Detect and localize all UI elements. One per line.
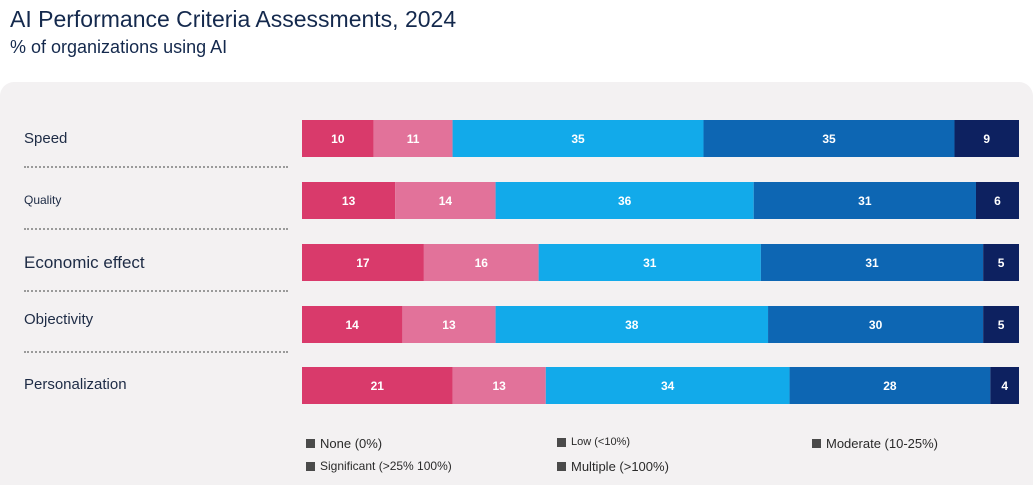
bar-segment-significant xyxy=(789,367,991,404)
row-divider xyxy=(24,351,288,353)
legend-label: Low (<10%) xyxy=(571,436,631,448)
bar-segment-moderate xyxy=(545,367,790,404)
legend-swatch xyxy=(557,462,566,471)
data-label: 31 xyxy=(643,256,657,270)
legend-swatch xyxy=(306,439,315,448)
data-label: 6 xyxy=(994,194,1001,208)
bar-segment-multiple xyxy=(975,182,1019,219)
legend-swatch xyxy=(812,439,821,448)
bar-segment-moderate xyxy=(452,120,704,157)
bar-segment-low xyxy=(395,182,496,219)
bar-segment-significant xyxy=(703,120,955,157)
bar-segment-moderate xyxy=(495,182,754,219)
data-label: 13 xyxy=(492,379,506,393)
bar-segment-low xyxy=(402,306,496,343)
row-divider xyxy=(24,228,288,230)
bar-segment-none xyxy=(302,120,374,157)
data-label: 31 xyxy=(858,194,872,208)
data-label: 36 xyxy=(618,194,632,208)
bar-segment-none xyxy=(302,306,403,343)
legend-swatch xyxy=(306,461,315,471)
data-label: 10 xyxy=(331,132,345,146)
bar-segment-significant xyxy=(753,182,976,219)
category-label-economic-effect: Economic effect xyxy=(24,253,145,272)
row-divider xyxy=(24,166,288,168)
legend-item-none: None (0%) xyxy=(306,436,382,451)
data-label: 11 xyxy=(407,132,420,146)
data-label: 13 xyxy=(442,318,456,332)
data-label: 35 xyxy=(571,132,585,146)
bar-segment-multiple xyxy=(983,244,1019,281)
category-label-personalization: Personalization xyxy=(24,376,127,393)
legend-swatch xyxy=(557,437,566,447)
data-label: 9 xyxy=(983,132,990,146)
bar-segment-none xyxy=(302,244,424,281)
bar-segment-low xyxy=(423,244,539,281)
data-label: 13 xyxy=(342,194,356,208)
bar-segment-moderate xyxy=(538,244,761,281)
data-label: 5 xyxy=(998,256,1005,270)
data-label: 28 xyxy=(883,379,897,393)
data-label: 14 xyxy=(439,194,453,208)
data-label: 35 xyxy=(822,132,836,146)
legend-item-moderate: Moderate (10-25%) xyxy=(812,436,938,451)
bar-segment-none xyxy=(302,182,396,219)
data-label: 14 xyxy=(346,318,360,332)
legend-label: Multiple (>100%) xyxy=(571,459,669,474)
data-label: 31 xyxy=(865,256,879,270)
bar-segment-low xyxy=(373,120,453,157)
legend-label: Moderate (10-25%) xyxy=(826,436,938,451)
legend-label: None (0%) xyxy=(320,436,383,451)
bar-segment-significant xyxy=(760,244,984,281)
bar-segment-multiple xyxy=(954,120,1019,157)
data-label: 16 xyxy=(475,256,489,270)
data-label: 17 xyxy=(356,256,370,270)
row-divider xyxy=(24,290,288,292)
category-label-objectivity: Objectivity xyxy=(24,311,94,328)
legend-item-low: Low (<10%) xyxy=(557,436,630,448)
data-label: 34 xyxy=(661,379,675,393)
legend-label: Significant (>25% 100%) xyxy=(320,459,452,473)
bar-segment-none xyxy=(302,367,453,404)
data-label: 4 xyxy=(1001,379,1008,393)
data-label: 38 xyxy=(625,318,639,332)
category-label-quality: Quality xyxy=(24,193,62,207)
bar-segment-significant xyxy=(768,306,984,343)
bar-segment-moderate xyxy=(495,306,769,343)
bar-segment-multiple xyxy=(983,306,1019,343)
data-label: 30 xyxy=(869,318,883,332)
data-label: 21 xyxy=(371,379,385,393)
legend-item-multiple: Multiple (>100%) xyxy=(557,459,669,474)
data-label: 5 xyxy=(998,318,1005,332)
chart-title: AI Performance Criteria Assessments, 202… xyxy=(10,6,457,32)
bar-segment-multiple xyxy=(990,367,1019,404)
legend-item-significant: Significant (>25% 100%) xyxy=(306,459,452,473)
category-label-speed: Speed xyxy=(24,130,68,147)
bar-segment-low xyxy=(452,367,546,404)
chart-subtitle: % of organizations using AI xyxy=(10,37,228,57)
